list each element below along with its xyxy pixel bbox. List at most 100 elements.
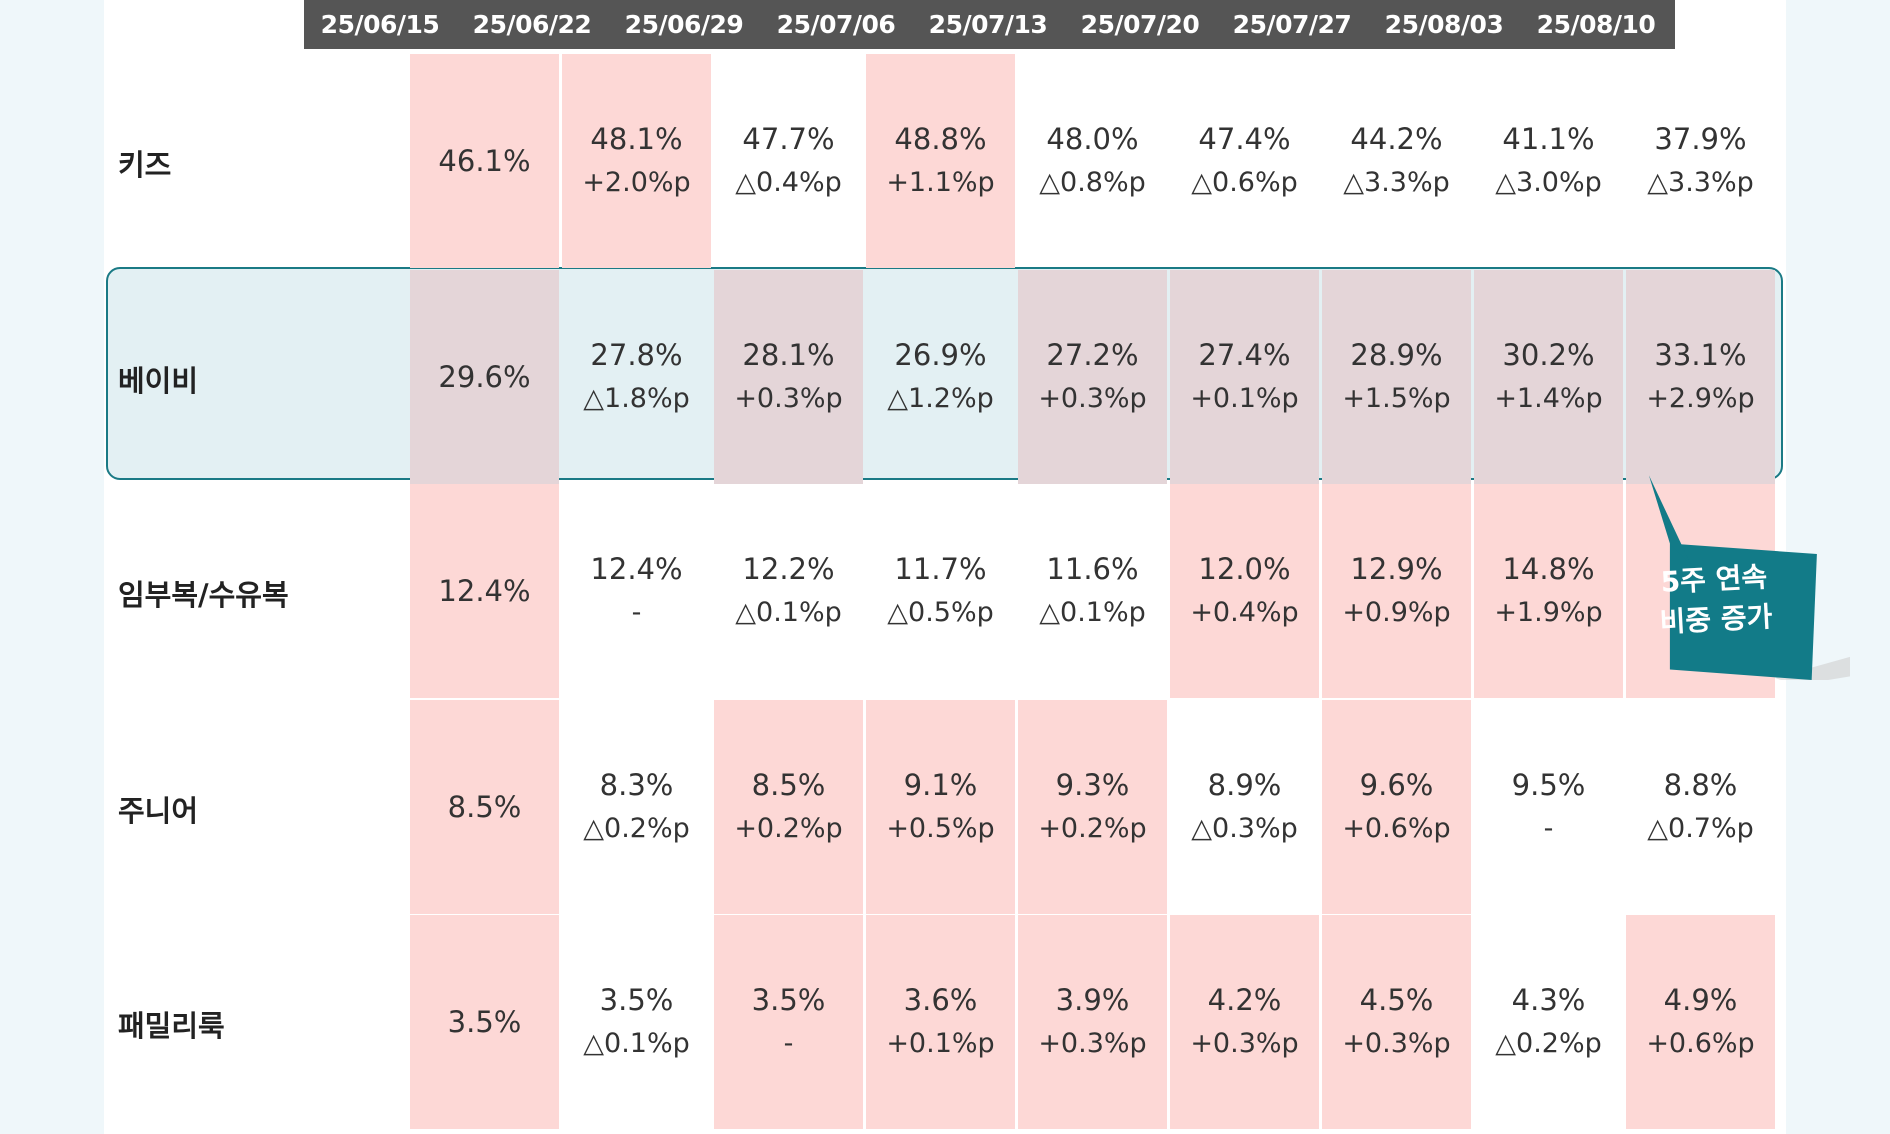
share-change: △0.7%p: [1647, 813, 1754, 844]
share-cell: 28.1% +0.3%p: [714, 270, 863, 484]
share-change: △0.8%p: [1039, 167, 1146, 198]
share-change: △0.5%p: [887, 597, 994, 628]
share-cell: 12.0% +0.4%p: [1170, 484, 1319, 698]
share-cell: 3.5%: [410, 915, 559, 1129]
share-cell: 33.1% +2.9%p: [1626, 270, 1775, 484]
share-cell: 27.4% +0.1%p: [1170, 270, 1319, 484]
share-value: 9.3%: [1055, 768, 1130, 802]
share-cell: 8.5% +0.2%p: [714, 700, 863, 914]
share-value: 8.8%: [1663, 768, 1738, 802]
share-change: +1.5%p: [1342, 383, 1451, 414]
share-change: +0.2%p: [734, 813, 843, 844]
share-value: 8.5%: [751, 768, 826, 802]
share-cell: 47.4% △0.6%p: [1170, 54, 1319, 268]
share-change: +0.3%p: [734, 383, 843, 414]
share-cell: 9.6% +0.6%p: [1322, 700, 1471, 914]
share-value: 27.4%: [1198, 338, 1291, 372]
share-value: 47.7%: [742, 122, 835, 156]
share-value: 41.1%: [1502, 122, 1595, 156]
date-header-cell: 25/07/27: [1232, 10, 1352, 39]
share-cell: 4.5% +0.3%p: [1322, 915, 1471, 1129]
share-change: +0.3%p: [1038, 383, 1147, 414]
share-cell: 48.1% +2.0%p: [562, 54, 711, 268]
share-cell: 9.5% -: [1474, 700, 1623, 914]
share-change: △3.0%p: [1495, 167, 1602, 198]
share-change: △0.1%p: [583, 1028, 690, 1059]
share-value: 44.2%: [1350, 122, 1443, 156]
share-change: △0.2%p: [583, 813, 690, 844]
share-value: 12.0%: [1198, 552, 1291, 586]
share-cell: 28.9% +1.5%p: [1322, 270, 1471, 484]
share-cell: 8.9% △0.3%p: [1170, 700, 1319, 914]
share-value: 28.1%: [742, 338, 835, 372]
share-value: 37.9%: [1654, 122, 1747, 156]
share-value: 3.6%: [903, 983, 978, 1017]
share-change: -: [783, 1028, 794, 1059]
date-header-cell: 25/07/13: [928, 10, 1048, 39]
share-value: 27.8%: [590, 338, 683, 372]
share-value: 47.4%: [1198, 122, 1291, 156]
share-change: +0.3%p: [1190, 1028, 1299, 1059]
share-value: 27.2%: [1046, 338, 1139, 372]
share-change: +0.3%p: [1342, 1028, 1451, 1059]
share-value: 8.3%: [599, 768, 674, 802]
share-cell: 8.5%: [410, 700, 559, 914]
share-value: 8.9%: [1207, 768, 1282, 802]
share-cell: 3.6% +0.1%p: [866, 915, 1015, 1129]
share-cell: 3.9% +0.3%p: [1018, 915, 1167, 1129]
callout-shape: [1669, 543, 1817, 680]
share-value: 33.1%: [1654, 338, 1747, 372]
share-change: △3.3%p: [1343, 167, 1450, 198]
share-change: +0.9%p: [1342, 597, 1451, 628]
share-cell: 48.0% △0.8%p: [1018, 54, 1167, 268]
share-value: 28.9%: [1350, 338, 1443, 372]
share-change: △0.3%p: [1191, 813, 1298, 844]
share-change: △1.2%p: [887, 383, 994, 414]
share-change: +0.1%p: [1190, 383, 1299, 414]
share-value: 11.7%: [894, 552, 987, 586]
share-value: 3.9%: [1055, 983, 1130, 1017]
date-header-cell: 25/08/10: [1536, 10, 1656, 39]
date-header-cell: 25/07/20: [1080, 10, 1200, 39]
category-label: 베이비: [118, 364, 199, 398]
date-header-cell: 25/06/22: [472, 10, 592, 39]
share-cell: 14.8% +1.9%p: [1474, 484, 1623, 698]
share-value: 12.4%: [438, 574, 531, 608]
share-value: 3.5%: [599, 983, 674, 1017]
share-change: +0.5%p: [886, 813, 995, 844]
share-change: △0.2%p: [1495, 1028, 1602, 1059]
share-cell: 12.9% +0.9%p: [1322, 484, 1471, 698]
share-value: 12.9%: [1350, 552, 1443, 586]
share-cell: 41.1% △3.0%p: [1474, 54, 1623, 268]
share-value: 3.5%: [751, 983, 826, 1017]
share-cell: 4.2% +0.3%p: [1170, 915, 1319, 1129]
share-change: △0.1%p: [735, 597, 842, 628]
share-value: 12.2%: [742, 552, 835, 586]
share-value: 11.6%: [1046, 552, 1139, 586]
share-change: +2.0%p: [582, 167, 691, 198]
category-label: 키즈: [118, 148, 172, 182]
share-cell: 9.3% +0.2%p: [1018, 700, 1167, 914]
share-value: 4.9%: [1663, 983, 1738, 1017]
share-cell: 11.7% △0.5%p: [866, 484, 1015, 698]
share-cell: 4.9% +0.6%p: [1626, 915, 1775, 1129]
share-change: +2.9%p: [1646, 383, 1755, 414]
share-value: 14.8%: [1502, 552, 1595, 586]
share-change: +0.1%p: [886, 1028, 995, 1059]
share-value: 4.3%: [1511, 983, 1586, 1017]
share-change: △1.8%p: [583, 383, 690, 414]
share-cell: 27.8% △1.8%p: [562, 270, 711, 484]
date-header-cell: 25/07/06: [776, 10, 896, 39]
share-cell: 11.6% △0.1%p: [1018, 484, 1167, 698]
share-cell: 30.2% +1.4%p: [1474, 270, 1623, 484]
share-change: +0.6%p: [1646, 1028, 1755, 1059]
share-cell: 8.8% △0.7%p: [1626, 700, 1775, 914]
date-header-cell: 25/06/15: [320, 10, 440, 39]
share-value: 3.5%: [447, 1005, 522, 1039]
share-change: +1.1%p: [886, 167, 995, 198]
share-cell: 27.2% +0.3%p: [1018, 270, 1167, 484]
share-change: △0.1%p: [1039, 597, 1146, 628]
share-cell: 47.7% △0.4%p: [714, 54, 863, 268]
date-header-cell: 25/08/03: [1384, 10, 1504, 39]
share-cell: 3.5% -: [714, 915, 863, 1129]
